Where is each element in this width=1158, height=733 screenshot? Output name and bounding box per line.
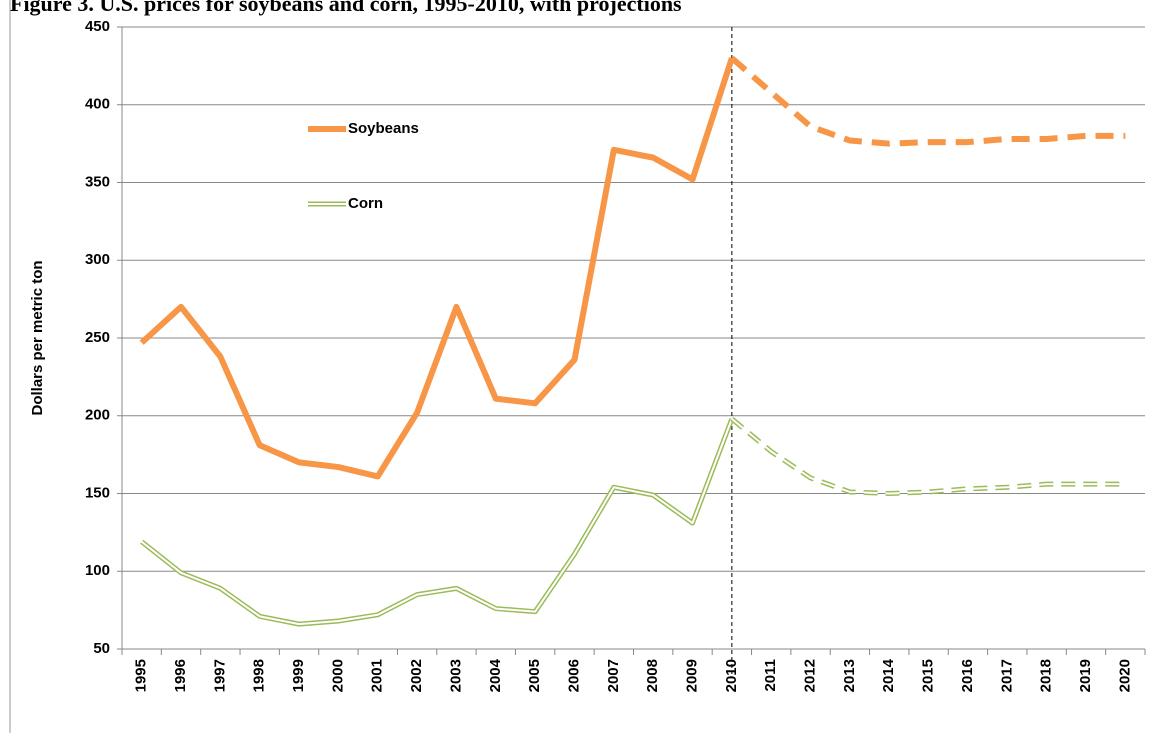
x-tick-label: 2000 xyxy=(329,659,346,692)
x-tick-label: 2012 xyxy=(802,659,819,692)
series-line-inner xyxy=(141,418,733,626)
x-tick-label: 2006 xyxy=(565,659,582,692)
y-tick-label: 300 xyxy=(85,251,110,268)
x-tick-label: 2007 xyxy=(605,659,622,692)
x-tick-label: 2020 xyxy=(1116,659,1133,692)
x-tick-label: 1998 xyxy=(251,659,268,692)
y-tick-label: 100 xyxy=(85,562,110,579)
y-tick-label: 50 xyxy=(93,640,110,657)
x-tick-label: 1995 xyxy=(133,659,150,692)
x-tick-label: 2003 xyxy=(447,659,464,692)
y-tick-label: 450 xyxy=(85,18,110,35)
x-tick-label: 2015 xyxy=(920,659,937,692)
series-line xyxy=(139,57,735,480)
x-tick-label: 2001 xyxy=(369,659,386,692)
x-tick-label: 2017 xyxy=(998,659,1015,692)
series-line xyxy=(140,417,735,627)
legend-label: Corn xyxy=(348,195,383,212)
y-tick-label: 150 xyxy=(85,484,110,501)
x-tick-label: 2013 xyxy=(841,659,858,692)
y-tick-label: 250 xyxy=(85,329,110,346)
series-line xyxy=(730,416,1126,496)
x-tick-label: 1997 xyxy=(211,659,228,692)
y-tick-label: 200 xyxy=(85,407,110,424)
y-axis-title: Dollars per metric ton xyxy=(29,260,46,415)
x-tick-label: 2011 xyxy=(762,659,779,692)
y-tick-label: 400 xyxy=(85,96,110,113)
x-tick-label: 2002 xyxy=(408,659,425,692)
series-line xyxy=(729,55,1126,147)
x-tick-label: 2010 xyxy=(723,659,740,692)
legend-label: Soybeans xyxy=(348,120,419,137)
chart-title: Figure 3. U.S. prices for soybeans and c… xyxy=(10,0,682,16)
x-tick-label: 2016 xyxy=(959,659,976,692)
x-tick-label: 1996 xyxy=(172,659,189,692)
x-tick-label: 2019 xyxy=(1077,659,1094,692)
x-tick-label: 2004 xyxy=(487,658,504,692)
x-tick-label: 2005 xyxy=(526,659,543,692)
x-tick-label: 2008 xyxy=(644,659,661,692)
x-tick-label: 2018 xyxy=(1038,659,1055,692)
x-tick-label: 2014 xyxy=(880,658,897,692)
x-tick-label: 2009 xyxy=(683,659,700,692)
x-tick-label: 1999 xyxy=(290,659,307,692)
y-tick-label: 350 xyxy=(85,173,110,190)
